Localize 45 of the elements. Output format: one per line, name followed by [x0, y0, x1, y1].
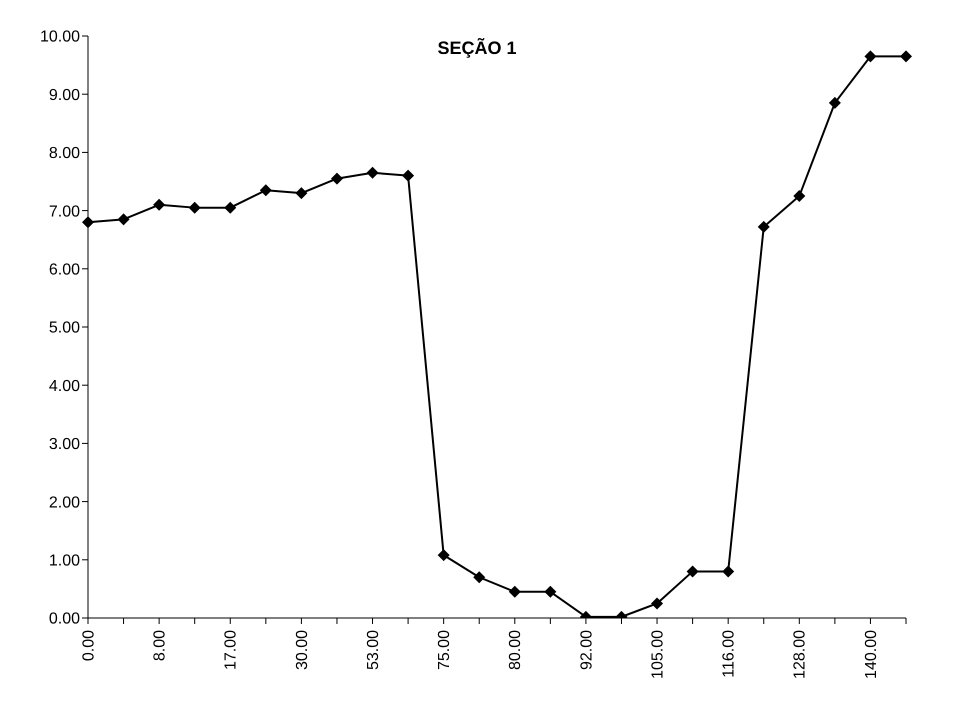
point [828, 96, 841, 109]
point [793, 190, 806, 202]
y-tick-label: 2.00 [48, 494, 80, 512]
point [295, 187, 308, 200]
point [330, 172, 343, 185]
y-tick-label: 10.00 [40, 28, 80, 46]
point [402, 170, 414, 182]
point [508, 586, 521, 598]
y-tick-label: 1.00 [48, 552, 80, 570]
y-tick-label: 4.00 [48, 378, 80, 395]
y-tick-label: 9.00 [48, 86, 80, 104]
x-tick-label: 75.00 [436, 630, 454, 670]
point [722, 565, 734, 578]
point [153, 198, 166, 211]
point [260, 184, 272, 196]
x-tick-label: 92.00 [578, 630, 596, 670]
point [473, 571, 486, 584]
point [188, 202, 201, 214]
point [82, 216, 94, 228]
x-tick-label: 116.00 [720, 630, 738, 678]
x-tick-label: 30.00 [294, 630, 311, 670]
point [864, 50, 876, 62]
x-tick-label: 128.00 [792, 630, 809, 679]
y-tick-label: 8.00 [48, 145, 80, 162]
y-tick-label: 3.00 [48, 436, 80, 454]
point [544, 586, 556, 598]
x-tick-label: 17.00 [222, 630, 240, 670]
y-tick-label: 0.00 [48, 610, 80, 628]
point [758, 220, 770, 233]
point [366, 166, 379, 179]
y-tick-label: 7.00 [48, 203, 80, 220]
chart-title: SEÇÃO 1 [437, 38, 517, 58]
point [118, 213, 130, 226]
x-tick-label: 53.00 [364, 630, 382, 670]
point [438, 549, 450, 562]
point [686, 565, 699, 578]
x-tick-label: 105.00 [649, 630, 666, 679]
point [651, 597, 664, 610]
x-tick-label: 80.00 [507, 630, 524, 670]
x-tick-label: 8.00 [151, 630, 168, 662]
x-tick-label: 140.00 [862, 630, 880, 679]
y-tick-label: 6.00 [48, 261, 80, 278]
point [224, 202, 236, 214]
y-tick-label: 5.00 [48, 320, 80, 337]
point [900, 50, 912, 62]
